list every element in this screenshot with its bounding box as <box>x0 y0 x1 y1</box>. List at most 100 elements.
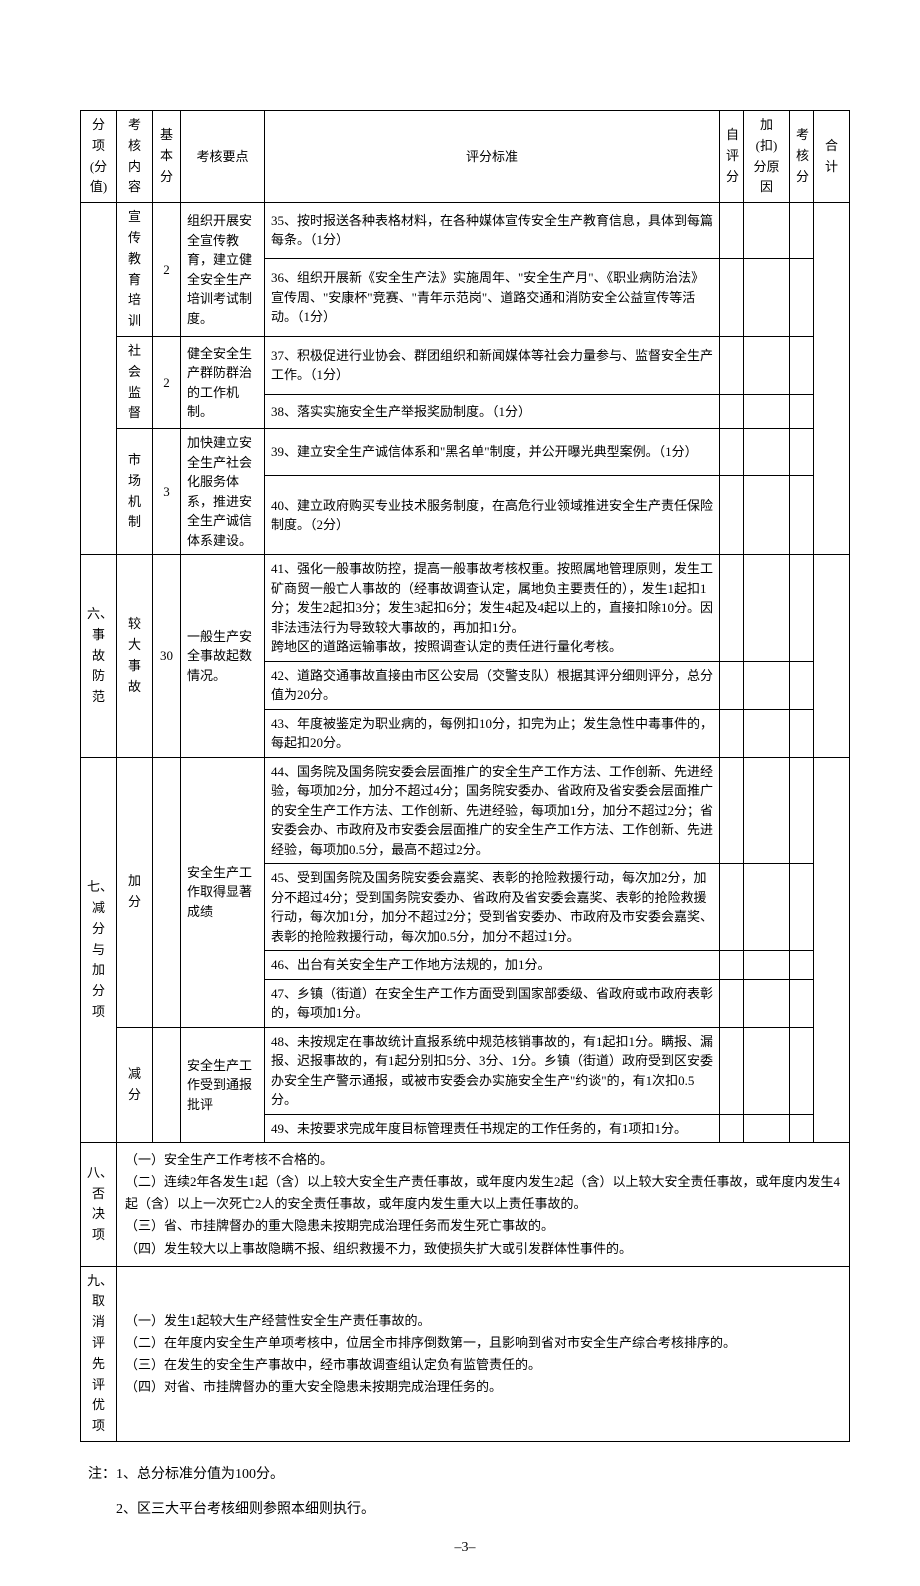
cell-selfscore <box>720 864 744 951</box>
cell-checkscore <box>790 951 814 980</box>
cell-keypoint: 一般生产安全事故起数情况。 <box>181 555 265 758</box>
cell-reason <box>744 661 790 709</box>
cell-criteria: 46、出台有关安全生产工作地方法规的，加1分。 <box>265 951 720 980</box>
cell-criteria: 49、未按要求完成年度目标管理责任书规定的工作任务的，有1项扣1分。 <box>265 1114 720 1143</box>
cell-section: 八、否 决项 <box>81 1143 117 1266</box>
table-row: 市场 机制 3 加快建立安全生产社会化服务体系，推进安全生产诚信体系建设。 39… <box>81 429 850 476</box>
cell-reason <box>744 394 790 428</box>
cell-selfscore <box>720 476 744 555</box>
cell-selfscore <box>720 661 744 709</box>
cell-basescore: 2 <box>153 203 181 337</box>
cell-selfscore <box>720 757 744 864</box>
cell-criteria: 38、落实实施安全生产举报奖励制度。（1分） <box>265 394 720 428</box>
cell-content: 宣传 教育 培训 <box>117 203 153 337</box>
cell-selfscore <box>720 709 744 757</box>
cell-checkscore <box>790 476 814 555</box>
cell-checkscore <box>790 661 814 709</box>
cell-criteria: 48、未按规定在事故统计直报系统中规范核销事故的，有1起扣1分。瞒报、漏报、迟报… <box>265 1027 720 1114</box>
cell-basescore <box>153 1027 181 1143</box>
cell-criteria: 35、按时报送各种表格材料，在各种媒体宣传安全生产教育信息，具体到每篇每条。（1… <box>265 203 720 259</box>
cell-selfscore <box>720 1027 744 1114</box>
cell-checkscore <box>790 1027 814 1114</box>
cell-content: 社会 监督 <box>117 336 153 428</box>
hdr-keypoint: 考核要点 <box>181 111 265 203</box>
cell-reason <box>744 203 790 259</box>
cell-criteria: 47、乡镇（街道）在安全生产工作方面受到国家部委级、省政府或市政府表彰的，每项加… <box>265 979 720 1027</box>
cell-reason <box>744 336 790 394</box>
table-row: 九、取 消评 先评 优项 （一）发生1起较大生产经营性安全生产责任事故的。 （二… <box>81 1266 850 1441</box>
cell-reason <box>744 864 790 951</box>
cell-reason <box>744 757 790 864</box>
cell-basescore: 3 <box>153 429 181 555</box>
cell-keypoint: 安全生产工作受到通报批评 <box>181 1027 265 1143</box>
page-number: –3– <box>80 1540 850 1556</box>
cell-fulltext: （一）安全生产工作考核不合格的。 （二）连续2年各发生1起（含）以上较大安全生产… <box>117 1143 850 1266</box>
hdr-total: 合计 <box>814 111 850 203</box>
cell-fulltext: （一）发生1起较大生产经营性安全生产责任事故的。 （二）在年度内安全生产单项考核… <box>117 1266 850 1441</box>
cell-reason <box>744 979 790 1027</box>
table-row: 八、否 决项 （一）安全生产工作考核不合格的。 （二）连续2年各发生1起（含）以… <box>81 1143 850 1266</box>
cell-checkscore <box>790 336 814 394</box>
hdr-basescore: 基 本 分 <box>153 111 181 203</box>
cell-checkscore <box>790 709 814 757</box>
cell-content: 市场 机制 <box>117 429 153 555</box>
table-row: 七、 减分 与加 分项 加分 安全生产工作取得显著成绩 44、国务院及国务院安委… <box>81 757 850 864</box>
cell-criteria: 39、建立安全生产诚信体系和"黑名单"制度，并公开曝光典型案例。（1分） <box>265 429 720 476</box>
cell-content: 加分 <box>117 757 153 1027</box>
cell-selfscore <box>720 429 744 476</box>
cell-total <box>814 555 850 758</box>
note-line: 2、区三大平台考核细则参照本细则执行。 <box>88 1495 850 1526</box>
table-row: 宣传 教育 培训 2 组织开展安全宣传教育，建立健全安全生产培训考试制度。 35… <box>81 203 850 259</box>
notes-block: 注：1、总分标准分值为100分。 2、区三大平台考核细则参照本细则执行。 <box>80 1460 850 1526</box>
cell-total <box>814 757 850 1143</box>
cell-reason <box>744 1027 790 1114</box>
cell-checkscore <box>790 979 814 1027</box>
hdr-reason: 加(扣) 分原因 <box>744 111 790 203</box>
cell-keypoint: 安全生产工作取得显著成绩 <box>181 757 265 1027</box>
cell-reason <box>744 258 790 336</box>
cell-checkscore <box>790 757 814 864</box>
cell-section-blank <box>81 203 117 555</box>
cell-selfscore <box>720 336 744 394</box>
hdr-section: 分项 (分 值) <box>81 111 117 203</box>
cell-content: 减分 <box>117 1027 153 1143</box>
cell-selfscore <box>720 951 744 980</box>
cell-selfscore <box>720 1114 744 1143</box>
cell-selfscore <box>720 555 744 662</box>
cell-selfscore <box>720 979 744 1027</box>
cell-section: 七、 减分 与加 分项 <box>81 757 117 1143</box>
cell-checkscore <box>790 429 814 476</box>
cell-reason <box>744 709 790 757</box>
cell-section: 九、取 消评 先评 优项 <box>81 1266 117 1441</box>
cell-checkscore <box>790 1114 814 1143</box>
cell-criteria: 40、建立政府购买专业技术服务制度，在高危行业领域推进安全生产责任保险制度。（2… <box>265 476 720 555</box>
cell-criteria: 43、年度被鉴定为职业病的，每例扣10分，扣完为止；发生急性中毒事件的，每起扣2… <box>265 709 720 757</box>
header-row: 分项 (分 值) 考核 内容 基 本 分 考核要点 评分标准 自 评 分 加(扣… <box>81 111 850 203</box>
cell-checkscore <box>790 394 814 428</box>
cell-selfscore <box>720 394 744 428</box>
table-row: 社会 监督 2 健全安全生产群防群治的工作机制。 37、积极促进行业协会、群团组… <box>81 336 850 394</box>
cell-selfscore <box>720 203 744 259</box>
page-container: 分项 (分 值) 考核 内容 基 本 分 考核要点 评分标准 自 评 分 加(扣… <box>0 0 920 1586</box>
hdr-selfscore: 自 评 分 <box>720 111 744 203</box>
cell-reason <box>744 951 790 980</box>
hdr-content: 考核 内容 <box>117 111 153 203</box>
cell-selfscore <box>720 258 744 336</box>
cell-basescore: 2 <box>153 336 181 428</box>
cell-section: 六、 事故 防范 <box>81 555 117 758</box>
cell-reason <box>744 476 790 555</box>
cell-criteria: 36、组织开展新《安全生产法》实施周年、"安全生产月"、《职业病防治法》宣传周、… <box>265 258 720 336</box>
hdr-checkscore: 考 核 分 <box>790 111 814 203</box>
note-line: 注：1、总分标准分值为100分。 <box>88 1460 850 1491</box>
cell-reason <box>744 555 790 662</box>
cell-criteria: 37、积极促进行业协会、群团组织和新闻媒体等社会力量参与、监督安全生产工作。（1… <box>265 336 720 394</box>
cell-basescore <box>153 757 181 1027</box>
cell-checkscore <box>790 864 814 951</box>
cell-basescore: 30 <box>153 555 181 758</box>
assessment-table: 分项 (分 值) 考核 内容 基 本 分 考核要点 评分标准 自 评 分 加(扣… <box>80 110 850 1442</box>
cell-keypoint: 组织开展安全宣传教育，建立健全安全生产培训考试制度。 <box>181 203 265 337</box>
cell-checkscore <box>790 258 814 336</box>
cell-criteria: 41、强化一般事故防控，提高一般事故考核权重。按照属地管理原则，发生工矿商贸一般… <box>265 555 720 662</box>
table-row: 减分 安全生产工作受到通报批评 48、未按规定在事故统计直报系统中规范核销事故的… <box>81 1027 850 1114</box>
cell-keypoint: 加快建立安全生产社会化服务体系，推进安全生产诚信体系建设。 <box>181 429 265 555</box>
